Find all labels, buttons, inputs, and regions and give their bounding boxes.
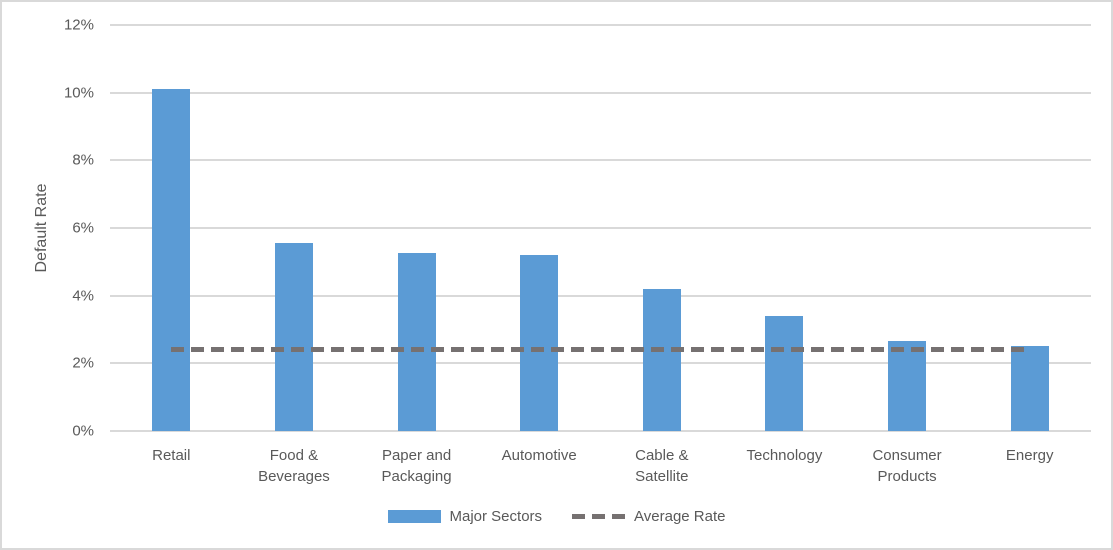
gridline — [110, 24, 1091, 26]
x-axis-label-cable-satellite: Cable & Satellite — [635, 447, 689, 485]
y-tick-label: 10% — [63, 84, 94, 102]
bar-consumer-products — [888, 341, 927, 431]
bar-retail — [152, 89, 191, 431]
bar-energy — [1010, 346, 1049, 431]
gridline — [110, 227, 1091, 229]
gridline — [110, 362, 1091, 365]
legend-item-average-rate: Average Rate — [572, 508, 725, 525]
y-tick-label: 12% — [63, 16, 94, 34]
y-axis-tick-labels: 0% 2% 4% 6% 8% 10% 12% — [2, 17, 94, 440]
y-tick-label: 8% — [72, 151, 94, 169]
average-rate-line — [171, 347, 1030, 353]
x-axis-label-consumer-products: Consumer Products — [872, 447, 942, 485]
bar-food-beverages — [274, 243, 313, 431]
legend-label-major-sectors: Major Sectors — [449, 508, 543, 525]
legend-item-major-sectors: Major Sectors — [387, 508, 543, 525]
bar-paper-and-packaging — [397, 253, 436, 431]
plot-area — [110, 24, 1091, 432]
bar-cable-satellite — [642, 288, 681, 431]
x-axis-label-food-beverages: Food & Beverages — [258, 447, 330, 485]
y-tick-label: 6% — [72, 219, 94, 237]
gridline — [110, 159, 1091, 162]
bar-swatch-icon — [387, 510, 441, 523]
x-axis-label-automotive: Automotive — [501, 447, 577, 464]
y-tick-label: 4% — [72, 287, 94, 305]
bar-automotive — [520, 255, 559, 431]
dashed-line-swatch-icon — [572, 514, 626, 519]
x-axis-label-paper-and-packaging: Paper and Packaging — [381, 447, 452, 485]
x-axis-label-technology: Technology — [746, 447, 823, 464]
legend-label-average-rate: Average Rate — [634, 508, 726, 525]
legend: Major Sectors Average Rate — [2, 508, 1111, 525]
gridline — [110, 91, 1091, 94]
x-axis-label-energy: Energy — [1005, 447, 1054, 464]
bar-technology — [765, 315, 804, 431]
y-tick-label: 2% — [72, 354, 94, 372]
x-axis-label-retail: Retail — [152, 447, 191, 464]
y-tick-label: 0% — [72, 422, 94, 440]
gridline — [110, 294, 1091, 297]
gridline — [110, 430, 1091, 432]
x-axis-labels: Retail Food & Beverages Paper and Packagin… — [110, 445, 1091, 493]
